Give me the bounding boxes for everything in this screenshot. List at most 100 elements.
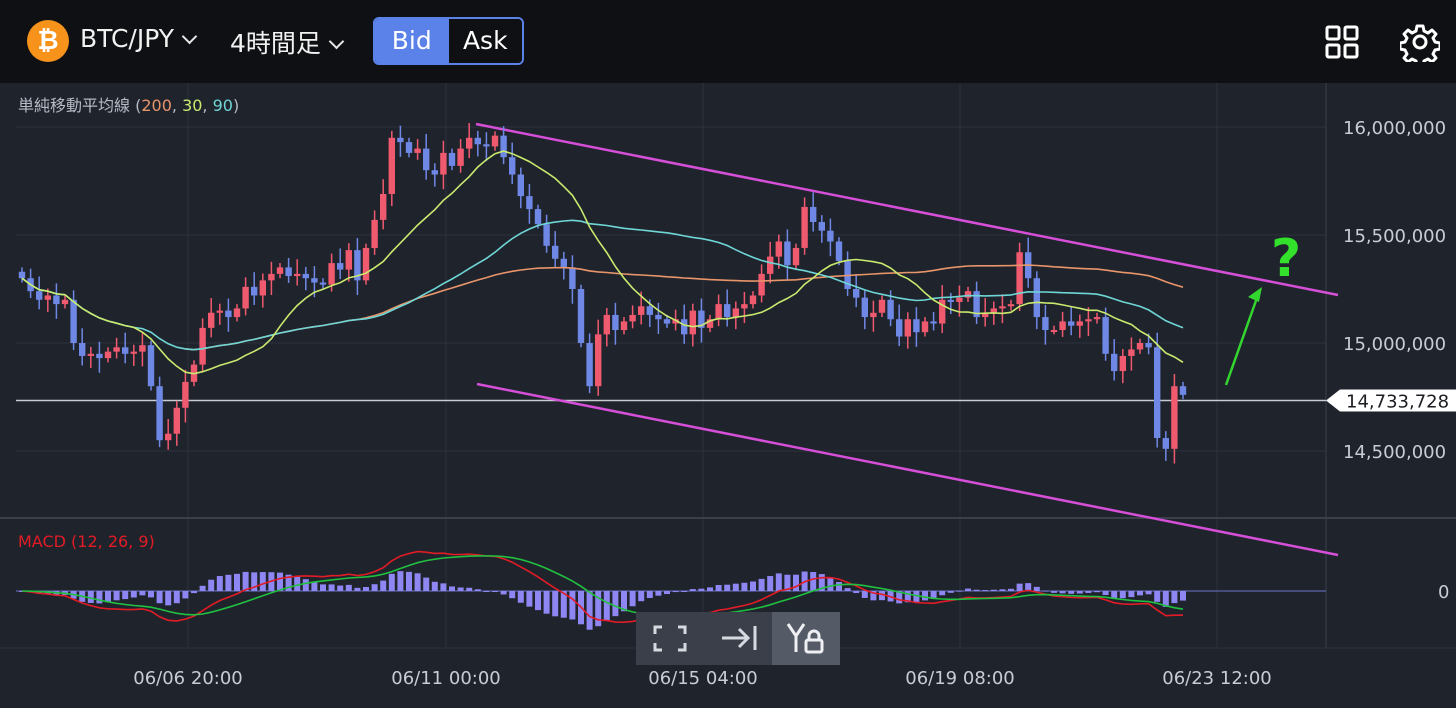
macd-legend: MACD (12, 26, 9)	[18, 532, 155, 551]
macd-histogram-bar	[543, 591, 550, 614]
candle-body	[165, 433, 172, 441]
candle-body	[801, 206, 808, 248]
candle-body	[457, 148, 464, 166]
candle-body	[741, 304, 748, 309]
candle-body	[706, 319, 714, 328]
candle-body	[1102, 317, 1109, 354]
macd-histogram-bar	[354, 587, 361, 591]
candle-body	[870, 312, 877, 318]
macd-histogram-bar	[1171, 591, 1178, 604]
macd-histogram-bar	[750, 581, 756, 591]
macd-histogram-bar	[483, 591, 490, 592]
macd-histogram-bar	[698, 588, 705, 591]
macd-histogram-bar	[251, 572, 258, 591]
candle-body	[44, 295, 51, 300]
expand-button[interactable]	[636, 612, 704, 665]
candle-body	[749, 295, 757, 305]
macd-histogram-bar	[818, 574, 825, 591]
candle-body	[18, 271, 26, 279]
macd-histogram-bar	[793, 574, 799, 591]
candle-body	[1085, 319, 1092, 322]
candle-body	[414, 148, 421, 153]
pair-selector[interactable]: BTC/JPY	[80, 24, 198, 53]
gear-icon[interactable]	[1400, 22, 1440, 62]
bid-button[interactable]: Bid	[375, 19, 449, 63]
time-tick-label: 06/11 00:00	[391, 668, 500, 689]
macd-histogram-bar	[586, 591, 593, 630]
candle-body	[1076, 321, 1083, 326]
candle-body	[96, 353, 103, 359]
macd-histogram-bar	[784, 574, 791, 591]
expand-icon	[653, 625, 687, 652]
candle-body	[534, 209, 542, 225]
macd-histogram-bar	[844, 588, 851, 591]
candle-body	[182, 381, 189, 408]
candle-body	[500, 135, 507, 158]
candle-body	[147, 345, 155, 387]
macd-histogram-bar	[767, 576, 774, 591]
candle-body	[1033, 278, 1040, 318]
axis-labels: 16,000,000 15,500,000 15,000,000 14,500,000…	[133, 118, 1456, 689]
jump-to-latest-button[interactable]	[704, 612, 772, 665]
time-tick-label: 06/19 08:00	[905, 668, 1014, 689]
macd-histogram-bar	[1111, 591, 1118, 599]
macd-histogram-bar	[259, 572, 266, 591]
macd-zero-label: 0	[1438, 582, 1449, 603]
macd-histogram-bar	[302, 579, 309, 591]
candle-body	[354, 250, 361, 281]
macd-histogram-bar	[646, 591, 653, 598]
timeframe-label: 4時間足	[230, 29, 321, 58]
ask-button[interactable]: Ask	[448, 19, 522, 63]
forecast-arrow-head	[1248, 287, 1262, 302]
timeframe-selector[interactable]: 4時間足	[230, 24, 345, 60]
macd-histogram-bar	[595, 591, 602, 627]
macd-histogram-bar	[1033, 586, 1040, 591]
time-tick-label: 06/06 20:00	[133, 668, 242, 689]
candle-body	[1136, 343, 1144, 350]
candle-body	[61, 299, 69, 305]
candle-body	[999, 306, 1006, 309]
macd-histogram-bar	[277, 572, 283, 591]
macd-histogram-bar	[311, 581, 318, 591]
price-tick-label: 15,000,000	[1343, 334, 1446, 355]
y-axis-lock-button[interactable]	[772, 612, 840, 665]
macd-histogram-bar	[947, 591, 954, 593]
candle-body	[156, 386, 163, 441]
candle-body	[1162, 438, 1169, 449]
candle-body	[775, 241, 782, 257]
candle-body	[732, 308, 739, 318]
macd-histogram-bar	[1145, 591, 1152, 595]
candle-body	[337, 263, 344, 270]
macd-histogram-bar	[870, 591, 877, 601]
macd-histogram-bar	[388, 573, 395, 591]
candle-body	[595, 334, 602, 387]
candle-body	[208, 312, 215, 328]
macd-histogram-bar	[836, 581, 842, 591]
candle-body	[509, 157, 516, 175]
macd-histogram-bar	[466, 587, 473, 591]
current-price-tag	[1326, 389, 1456, 412]
candle-body	[104, 351, 112, 359]
candle-body	[620, 321, 628, 331]
grid-icon[interactable]	[1325, 25, 1359, 59]
macd-histogram-bar	[130, 591, 137, 598]
macd-histogram-bar	[431, 581, 438, 591]
chevron-down-icon	[328, 33, 345, 50]
candles	[18, 123, 1187, 464]
candle-body	[139, 345, 146, 352]
macd-histogram-bar	[1162, 591, 1169, 607]
macd-histogram-bar	[294, 576, 301, 591]
candle-body	[1068, 321, 1075, 326]
macd-histogram-bar	[638, 591, 645, 602]
chart-area[interactable]: 16,000,000 15,500,000 15,000,000 14,500,000…	[0, 83, 1456, 708]
macd-histogram-bar	[655, 591, 662, 596]
candle-body	[1050, 330, 1058, 333]
candle-body	[388, 137, 395, 194]
candle-body	[397, 137, 404, 143]
macd-histogram-bar	[1076, 591, 1083, 594]
macd-histogram-bar	[345, 584, 352, 591]
candle-body	[474, 137, 481, 145]
candle-body	[1016, 252, 1023, 305]
upper-trendline	[475, 122, 1339, 297]
candle-body	[311, 278, 318, 283]
